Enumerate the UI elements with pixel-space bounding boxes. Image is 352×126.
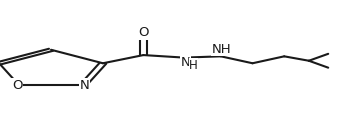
Text: NH: NH <box>212 43 231 56</box>
Text: O: O <box>12 79 23 92</box>
Text: N: N <box>80 79 90 92</box>
Text: H: H <box>189 59 198 72</box>
Text: N: N <box>181 56 190 69</box>
Text: O: O <box>138 26 149 39</box>
